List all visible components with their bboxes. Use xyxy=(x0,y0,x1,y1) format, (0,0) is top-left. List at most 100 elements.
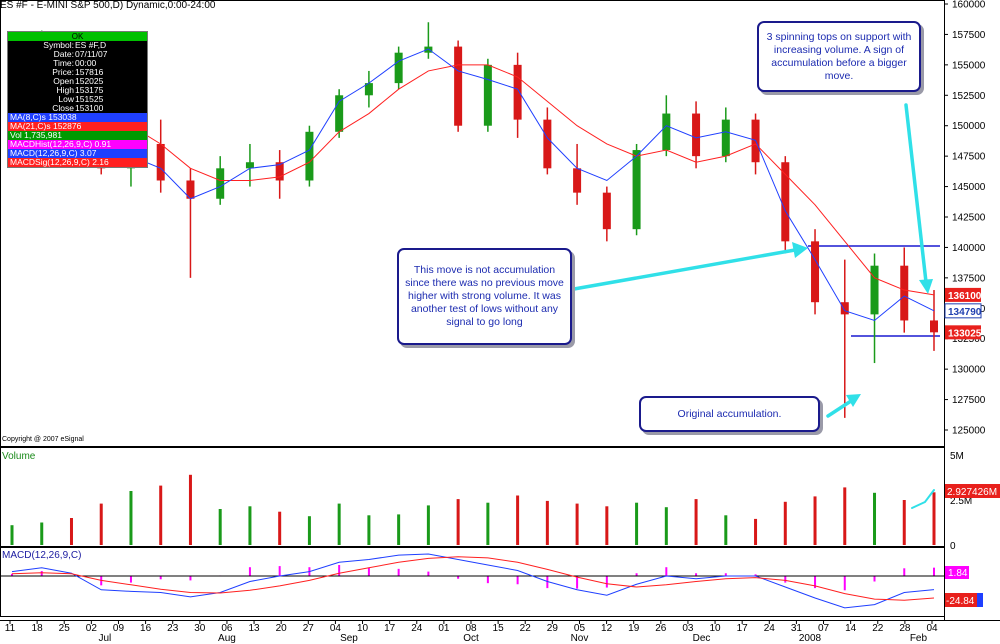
date-axis: 11 18 25 02 09 16 23 30 06 13 20 27 04 10 17 24 01 08 15 22… xyxy=(5,620,938,644)
price-badge-bg xyxy=(945,325,981,340)
candle-body xyxy=(454,46,463,126)
candle-body xyxy=(900,265,909,321)
ok-button[interactable]: OK xyxy=(8,32,147,41)
info-row-value: 153175 xyxy=(75,86,104,95)
info-row: Price:157816 xyxy=(8,68,147,77)
macd-histogram-bar xyxy=(903,568,906,576)
info-row-value: ES #F,D xyxy=(75,41,107,50)
date-tick-label: 17 xyxy=(737,623,749,634)
macd-badge-upper: 1.84 xyxy=(948,568,968,579)
volume-bar xyxy=(783,501,787,545)
volume-bar xyxy=(516,495,520,545)
date-tick-label: 23 xyxy=(167,623,179,634)
volume-bar xyxy=(724,515,728,545)
volume-bar xyxy=(813,496,817,545)
candle-body xyxy=(602,192,611,230)
date-tick-label: 04 xyxy=(330,623,342,634)
month-label: Feb xyxy=(910,633,928,644)
candle-body xyxy=(692,113,701,157)
price-tick-label: 130000 xyxy=(952,365,986,376)
price-badge-bg xyxy=(945,287,981,302)
info-row-label: Open xyxy=(53,77,74,86)
macd-badge-lower-bg xyxy=(945,593,977,607)
macd-histogram-bar xyxy=(576,576,579,589)
macd-histogram-bar xyxy=(338,565,341,576)
date-tick-label: 24 xyxy=(411,623,423,634)
info-indicator: MACD(12,26,9,C) 3.07 xyxy=(8,149,147,158)
info-row: Date:07/11/07 xyxy=(8,50,147,59)
price-tick-label: 152500 xyxy=(952,91,986,102)
macd-histogram-bar xyxy=(635,573,638,576)
date-tick-label: 18 xyxy=(32,623,44,634)
date-tick-label: 07 xyxy=(818,623,830,634)
volume-bar xyxy=(486,502,490,545)
month-label: Jul xyxy=(99,633,112,644)
macd-histogram-bar xyxy=(516,576,519,585)
macd-histogram-bar xyxy=(367,567,370,576)
date-tick-label: 15 xyxy=(493,623,505,634)
macd-histogram xyxy=(11,565,935,591)
macd-histogram-bar xyxy=(814,576,817,589)
price-tick-label: 150000 xyxy=(952,121,986,132)
date-tick-label: 22 xyxy=(872,623,884,634)
candle-body xyxy=(811,241,820,303)
date-tick-label: 28 xyxy=(899,623,911,634)
price-badge-bg xyxy=(944,303,982,319)
date-tick-label: 10 xyxy=(709,623,721,634)
info-row-label: Low xyxy=(58,95,74,104)
candle-body xyxy=(840,302,849,315)
candle-body xyxy=(335,95,344,132)
month-label: Aug xyxy=(218,633,236,644)
price-tick-label: 145000 xyxy=(952,182,986,193)
volume-bar xyxy=(99,503,103,545)
candle-body xyxy=(543,119,552,169)
volume-bar xyxy=(664,507,668,545)
info-row: Close153100 xyxy=(8,104,147,113)
candle-body xyxy=(394,52,403,84)
price-tick-label: 127500 xyxy=(952,395,986,406)
callout-not-accumulation-text: This move is not accumulation since ther… xyxy=(405,264,564,328)
data-window: OK Symbol:ES #F,D Date:07/11/07 Time:00:00… xyxy=(7,31,148,168)
price-tick-label: 140000 xyxy=(952,243,986,254)
date-tick-label: 31 xyxy=(791,623,803,634)
info-row-label: Time: xyxy=(53,59,74,68)
candle-body xyxy=(721,119,730,157)
price-tick-label: 142500 xyxy=(952,213,986,224)
info-row-value: 151525 xyxy=(75,95,104,104)
volume-bar xyxy=(635,502,639,545)
volume-bar xyxy=(218,509,222,545)
date-tick-label: 17 xyxy=(384,623,396,634)
info-row: Time:00:00 xyxy=(8,59,147,68)
volume-bar xyxy=(40,522,44,545)
volume-bar xyxy=(10,525,14,545)
macd-badge-lower: -24.84 xyxy=(946,596,975,607)
info-indicator: Vol 1,735,981 xyxy=(8,131,147,140)
macd-histogram-bar xyxy=(665,567,668,576)
volume-bar xyxy=(307,516,311,545)
date-tick-label: 16 xyxy=(140,623,152,634)
date-tick-label: 02 xyxy=(86,623,98,634)
ma8-line xyxy=(11,48,935,322)
info-row: High153175 xyxy=(8,86,147,95)
macd-line xyxy=(11,553,935,609)
macd-histogram-bar xyxy=(933,567,935,576)
info-row: Low151525 xyxy=(8,95,147,104)
info-row: Symbol:ES #F,D xyxy=(8,41,147,50)
price-badge-label: 133025 xyxy=(948,328,982,339)
date-tick-label: 05 xyxy=(574,623,586,634)
volume-badge: 2.927426M xyxy=(947,487,997,498)
candle-body xyxy=(662,113,671,151)
macd-histogram-bar xyxy=(784,576,787,583)
date-tick-label: 27 xyxy=(303,623,315,634)
callout-original-accumulation: Original accumulation. xyxy=(639,396,820,432)
macd-panel-label: MACD(12,26,9,C) xyxy=(2,550,81,561)
date-tick-label: 20 xyxy=(276,623,288,634)
date-tick-label: 10 xyxy=(357,623,369,634)
volume-bars xyxy=(10,474,936,545)
date-tick-label: 24 xyxy=(764,623,776,634)
candle-body xyxy=(275,162,284,181)
macd-histogram-bar xyxy=(248,567,251,576)
annotation-arrows xyxy=(572,103,935,509)
price-axis: 160000 157500 155000 152500 150000 147500 1450… xyxy=(944,0,986,437)
